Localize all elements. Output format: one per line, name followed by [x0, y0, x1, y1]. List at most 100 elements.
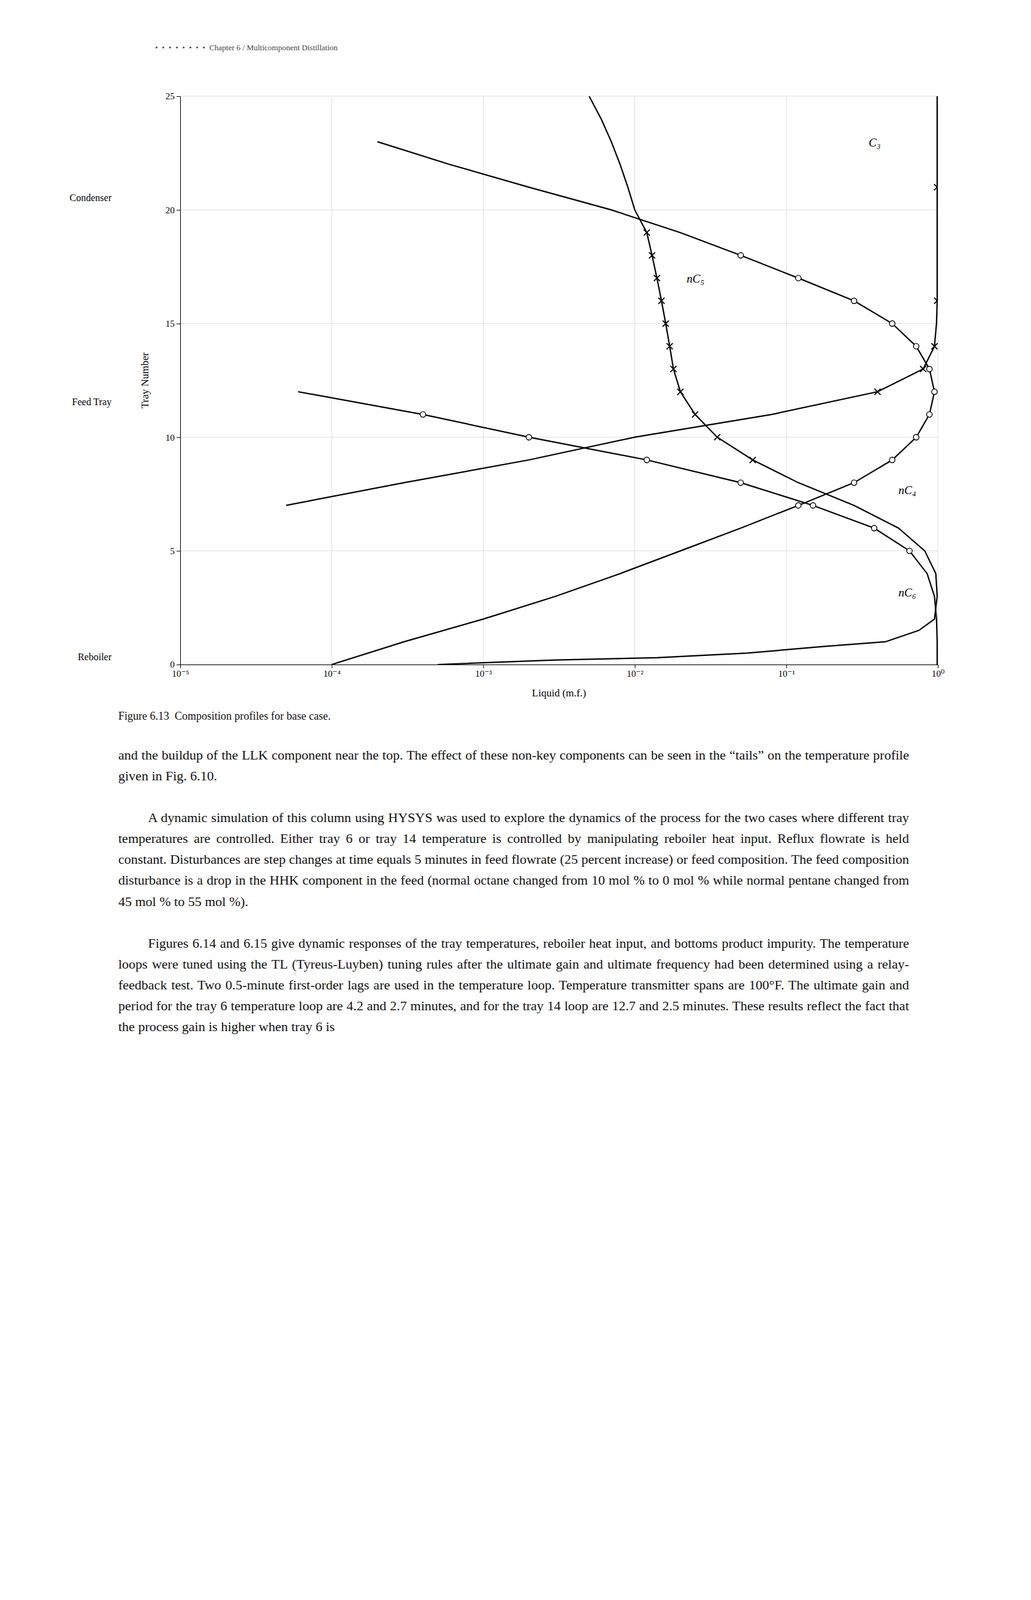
- x-axis-title: Liquid (m.f.): [532, 687, 586, 699]
- body-text: and the buildup of the LLK component nea…: [118, 744, 910, 1058]
- y-tick: 5: [170, 546, 181, 556]
- x-grid-line: [785, 96, 787, 665]
- marker-circle: [420, 411, 427, 418]
- series-line: [437, 96, 938, 665]
- y-tick-label: 10: [165, 432, 175, 443]
- x-tick-mark: [635, 664, 636, 669]
- marker-x: [934, 183, 938, 191]
- y-tick-label: 0: [170, 659, 176, 670]
- x-tick-mark: [786, 664, 788, 669]
- series-markers: [738, 252, 938, 509]
- series-markers: [643, 229, 756, 463]
- annotation: Feed Tray: [72, 396, 112, 408]
- x-grid-line: [331, 96, 333, 665]
- marker-x: [643, 229, 650, 236]
- y-axis-line: [176, 96, 181, 666]
- marker-x: [931, 343, 938, 350]
- paragraph: Figures 6.14 and 6.15 give dynamic respo…: [118, 932, 910, 1038]
- plot: 10⁻⁵ 10⁻⁴ 10⁻³ 10⁻² 10⁻¹ 10⁰ 0 5 10 15 20 25 Liquid …: [69, 91, 945, 699]
- x-tick-label: 10⁰: [931, 668, 945, 679]
- marker-x: [658, 297, 665, 305]
- marker-x: [714, 433, 721, 441]
- marks: [286, 96, 938, 665]
- marker-circle: [525, 434, 532, 441]
- y-tick: 20: [165, 205, 181, 216]
- y-tick-mark: [176, 209, 181, 211]
- x-grid-line: [634, 96, 636, 665]
- x-tick: 10⁻¹: [778, 664, 796, 679]
- series-markers: [420, 411, 913, 554]
- y-tick-label: 25: [165, 91, 175, 102]
- marker-circle: [926, 411, 933, 418]
- paragraph: and the buildup of the LLK component nea…: [118, 744, 910, 787]
- marker-circle: [889, 457, 895, 463]
- header: • • • • • • • • Chapter 6 / Multicompone…: [118, 42, 338, 53]
- y-grid-line: [180, 437, 938, 438]
- x-tick-mark: [483, 664, 484, 669]
- y-tick-mark: [176, 437, 181, 438]
- marker-circle: [644, 457, 650, 463]
- annotation: nC₄: [898, 483, 917, 497]
- x-axis-line: [180, 665, 939, 669]
- x-tick: 10⁻³: [475, 664, 493, 679]
- marker-x: [749, 456, 756, 463]
- marker-circle: [931, 389, 938, 395]
- marker-circle: [871, 525, 878, 531]
- y-tick: 25: [165, 91, 181, 102]
- x-tick-label: 10⁻²: [626, 668, 644, 679]
- y-grid-line: [180, 209, 938, 211]
- marker-circle: [738, 252, 744, 259]
- annotation: C₃: [868, 136, 881, 149]
- marker-x: [662, 320, 669, 327]
- x-tick: 10⁰: [931, 664, 945, 679]
- series-line: [286, 96, 938, 506]
- series-markers: [874, 183, 938, 395]
- marker-x: [670, 365, 677, 373]
- marker-circle: [889, 320, 895, 327]
- y-grid-line: [180, 550, 938, 552]
- marker-circle: [795, 502, 802, 509]
- x-tick-label: 10⁻⁴: [323, 668, 341, 679]
- y-grid-line: [180, 323, 938, 324]
- series-line: [297, 391, 938, 665]
- y-tick-mark: [176, 323, 181, 325]
- chart: 10⁻⁵ 10⁻⁴ 10⁻³ 10⁻² 10⁻¹ 10⁰ 0 5 10 15 20 25 Liquid …: [0, 0, 1031, 705]
- annotation: Reboiler: [77, 651, 113, 662]
- marker-circle: [810, 502, 816, 509]
- annotation: nC₅: [686, 272, 705, 286]
- marker-circle: [926, 365, 933, 372]
- y-tick: 15: [165, 318, 181, 329]
- marker-x: [649, 252, 656, 259]
- marker-circle: [913, 343, 919, 349]
- y-tick-label: 20: [165, 205, 175, 216]
- marker-x: [677, 388, 684, 395]
- y-tick-label: 5: [170, 546, 176, 556]
- marker-x: [920, 365, 927, 373]
- x-tick: 10⁻²: [626, 664, 644, 679]
- paragraph: A dynamic simulation of this column usin…: [118, 807, 910, 912]
- marker-circle: [906, 547, 913, 554]
- x-tick-label: 10⁻⁵: [171, 668, 189, 679]
- x-tick-mark: [331, 664, 333, 669]
- x-axis: 10⁻⁵ 10⁻⁴ 10⁻³ 10⁻² 10⁻¹ 10⁰: [171, 664, 945, 679]
- x-tick-label: 10⁻¹: [778, 668, 796, 679]
- y-tick-mark: [176, 96, 181, 97]
- y-grid-line: [180, 96, 938, 97]
- annotation: nC₆: [898, 585, 917, 599]
- marker-circle: [851, 479, 857, 486]
- x-tick-label: 10⁻³: [475, 668, 493, 679]
- y-axis-title: Tray Number: [139, 351, 151, 409]
- y-tick-label: 15: [165, 318, 175, 329]
- series-line: [331, 141, 935, 665]
- marker-x: [692, 411, 699, 418]
- marker-circle: [795, 275, 802, 281]
- marker-circle: [913, 434, 919, 441]
- y-tick: 10: [165, 432, 181, 443]
- annotations: C₃nC₅nC₄nC₆CondenserFeed TrayReboiler: [69, 136, 917, 662]
- marker-x: [934, 297, 938, 305]
- x-tick-mark: [937, 664, 939, 669]
- caption: Figure 6.13 Composition profiles for bas…: [118, 709, 331, 723]
- x-tick: 10⁻⁴: [323, 664, 341, 679]
- marker-x: [666, 343, 674, 350]
- y-axis: 0 5 10 15 20 25: [165, 91, 181, 670]
